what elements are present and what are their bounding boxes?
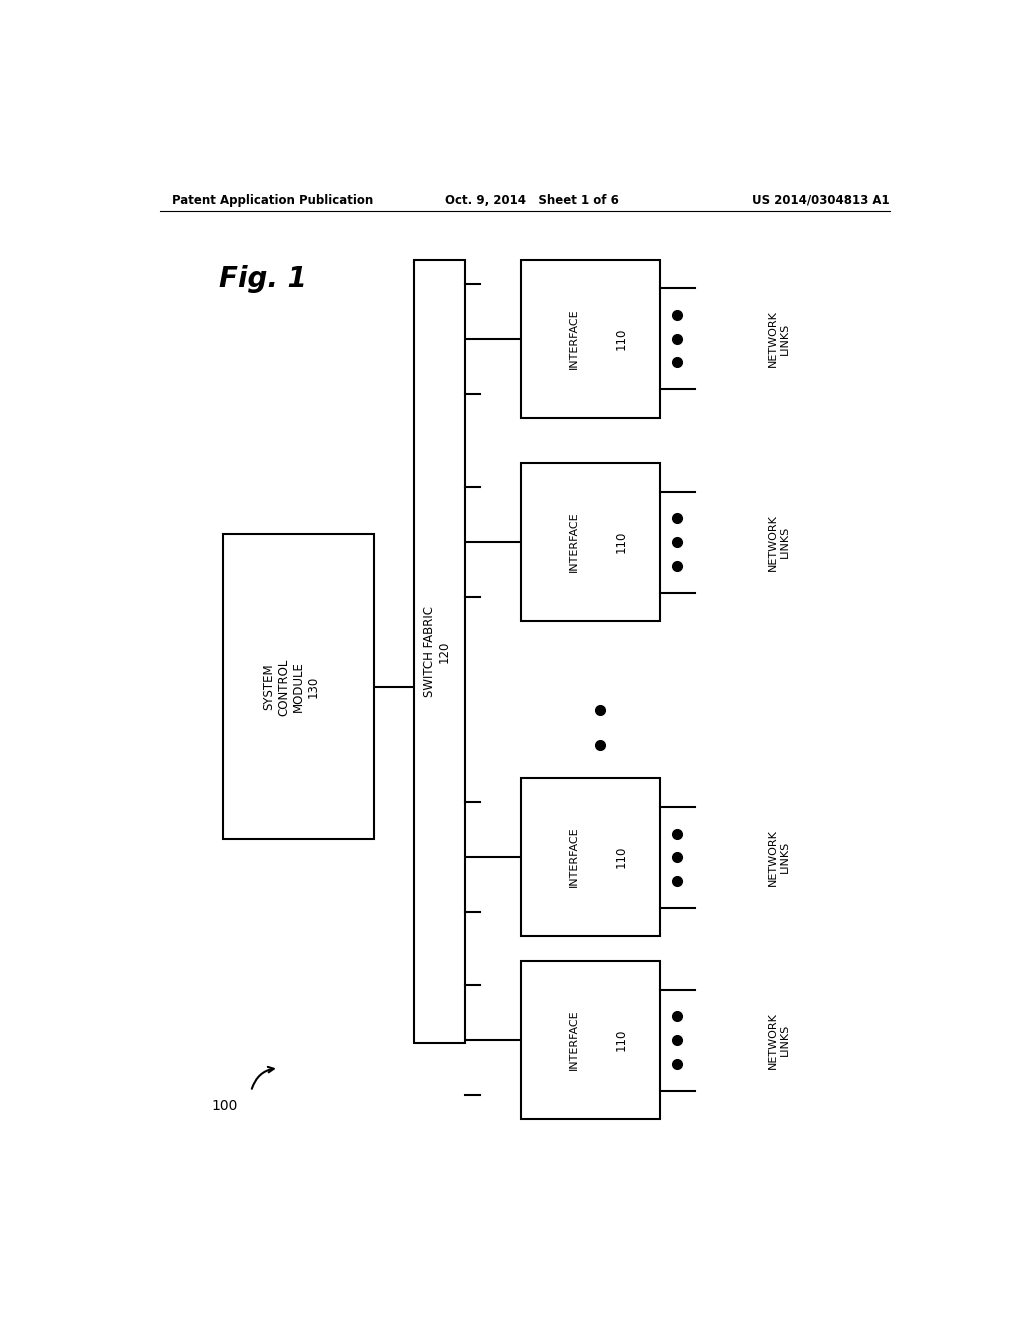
Text: 110: 110 xyxy=(614,327,628,350)
Bar xyxy=(521,260,659,417)
Text: Fig. 1: Fig. 1 xyxy=(219,265,307,293)
Text: INTERFACE: INTERFACE xyxy=(568,826,579,887)
Text: Patent Application Publication: Patent Application Publication xyxy=(172,194,373,207)
Text: 110: 110 xyxy=(614,846,628,869)
Text: NETWORK
LINKS: NETWORK LINKS xyxy=(768,310,790,367)
Text: SYSTEM
CONTROL
MODULE
130: SYSTEM CONTROL MODULE 130 xyxy=(262,659,321,715)
Text: INTERFACE: INTERFACE xyxy=(568,1010,579,1071)
Text: NETWORK
LINKS: NETWORK LINKS xyxy=(768,829,790,886)
Bar xyxy=(223,535,374,840)
Text: INTERFACE: INTERFACE xyxy=(568,309,579,370)
Text: 110: 110 xyxy=(614,1028,628,1051)
Text: INTERFACE: INTERFACE xyxy=(568,512,579,573)
Text: NETWORK
LINKS: NETWORK LINKS xyxy=(768,513,790,570)
Bar xyxy=(414,260,465,1043)
Text: US 2014/0304813 A1: US 2014/0304813 A1 xyxy=(753,194,890,207)
Bar xyxy=(521,779,659,936)
Text: NETWORK
LINKS: NETWORK LINKS xyxy=(768,1011,790,1069)
Text: 100: 100 xyxy=(211,1098,238,1113)
Text: SWITCH FABRIC
120: SWITCH FABRIC 120 xyxy=(423,606,451,697)
Text: Oct. 9, 2014   Sheet 1 of 6: Oct. 9, 2014 Sheet 1 of 6 xyxy=(445,194,620,207)
Bar xyxy=(521,961,659,1119)
Bar xyxy=(521,463,659,620)
Text: 110: 110 xyxy=(614,531,628,553)
